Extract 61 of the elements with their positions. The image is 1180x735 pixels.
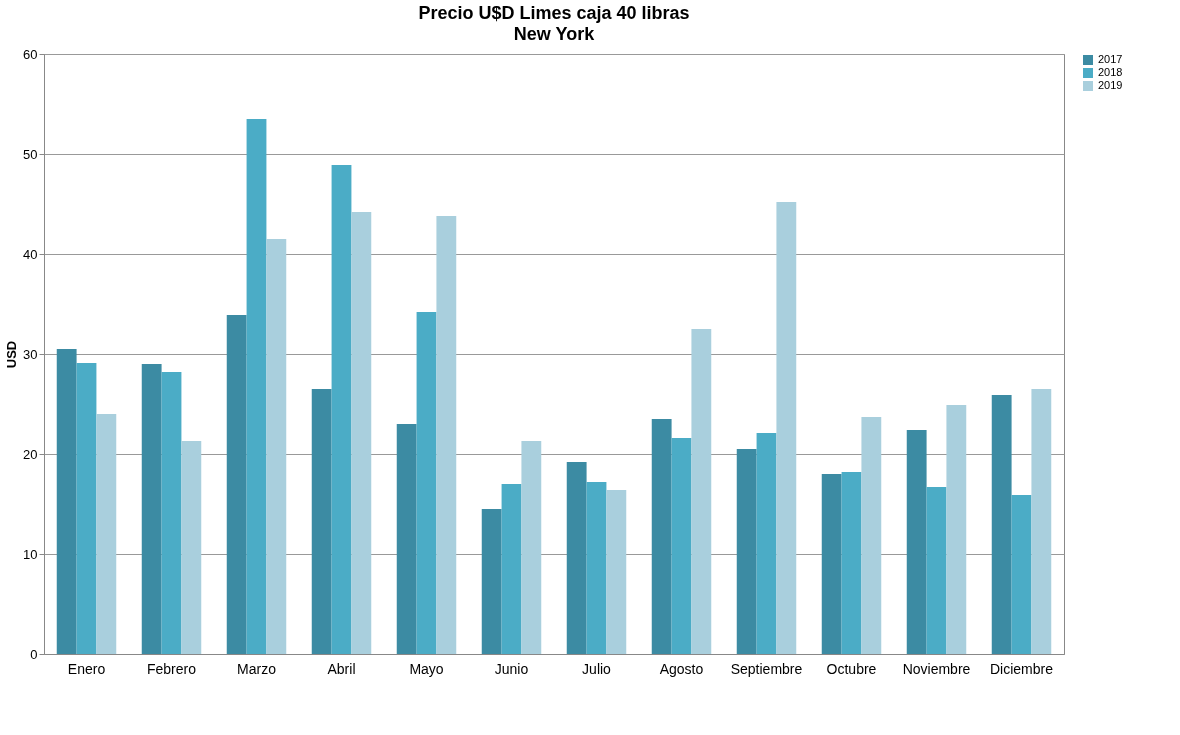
bar: [776, 202, 797, 654]
y-tick-label: 40: [23, 246, 38, 262]
bar: [181, 441, 202, 654]
bar: [351, 212, 372, 654]
bar: [566, 462, 587, 654]
bar: [266, 239, 287, 654]
legend-label: 2018: [1098, 66, 1123, 78]
bar: [606, 490, 627, 654]
x-tick-label: Marzo: [237, 660, 277, 677]
bar: [161, 372, 182, 654]
bar: [586, 482, 607, 654]
x-tick-label: Julio: [582, 660, 612, 677]
bar: [691, 329, 712, 654]
bar: [141, 364, 162, 654]
x-tick-label: Septiembre: [730, 660, 803, 677]
bar: [436, 216, 457, 654]
x-tick-label: Diciembre: [989, 660, 1054, 677]
bar: [906, 430, 927, 654]
y-tick-label: 50: [23, 146, 38, 162]
bar: [926, 487, 947, 654]
y-tick-label: 60: [23, 46, 38, 62]
legend-label: 2017: [1098, 53, 1123, 65]
bar: [651, 419, 672, 654]
bar: [841, 472, 862, 654]
bar: [416, 312, 437, 654]
bar: [1011, 495, 1032, 654]
x-tick-label: Junio: [494, 660, 529, 677]
bar: [671, 438, 692, 654]
x-tick-label: Octubre: [826, 660, 877, 677]
bar: [396, 424, 417, 654]
y-tick-label: 30: [23, 346, 38, 362]
bar: [96, 414, 117, 654]
bar: [1031, 389, 1052, 654]
bar: [76, 363, 97, 654]
bar: [331, 165, 352, 654]
bar: [821, 474, 842, 654]
bar: [756, 433, 777, 654]
y-tick-label: 10: [23, 546, 38, 562]
chart-subtitle: New York: [513, 24, 596, 44]
bar: [946, 405, 967, 654]
bar: [481, 509, 502, 654]
bar: [226, 315, 247, 654]
bar: [861, 417, 882, 654]
bar: [521, 441, 542, 654]
legend-label: 2019: [1098, 79, 1123, 91]
bar: [311, 389, 332, 654]
bar: [246, 119, 267, 654]
x-tick-label: Mayo: [409, 660, 444, 677]
bar: [56, 349, 77, 654]
y-tick-label: 20: [23, 446, 38, 462]
x-tick-label: Abril: [327, 660, 356, 677]
bar: [736, 449, 757, 654]
chart-title: Precio U$D Limes caja 40 libras: [418, 3, 690, 23]
x-tick-label: Noviembre: [902, 660, 971, 677]
x-tick-label: Agosto: [659, 660, 704, 677]
x-tick-label: Febrero: [146, 660, 197, 677]
x-tick-label: Enero: [67, 660, 106, 677]
y-axis-title: USD: [4, 340, 20, 369]
bar: [991, 395, 1012, 654]
y-tick-label: 0: [30, 646, 38, 662]
bar: [501, 484, 522, 654]
